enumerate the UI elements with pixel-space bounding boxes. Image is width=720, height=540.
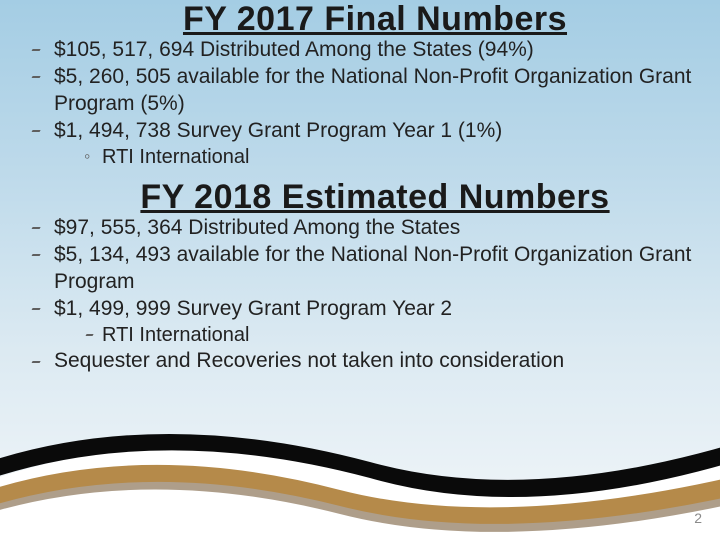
section1-title: FY 2017 Final Numbers [56, 0, 694, 39]
list-item-text: $5, 260, 505 available for the National … [54, 65, 691, 115]
list-item-text: $1, 499, 999 Survey Grant Program Year 2 [54, 297, 452, 320]
sub-list: RTI International [80, 145, 694, 171]
section2-title: FY 2018 Estimated Numbers [56, 178, 694, 217]
list-item-text: Sequester and Recoveries not taken into … [54, 349, 564, 372]
list-item-text: $5, 134, 493 available for the National … [54, 243, 691, 293]
list-item-text: $97, 555, 364 Distributed Among the Stat… [54, 216, 460, 239]
sub-list-item: RTI International [80, 145, 694, 171]
list-item-text: $1, 494, 738 Survey Grant Program Year 1… [54, 119, 502, 142]
list-item: $5, 260, 505 available for the National … [26, 64, 694, 118]
list-item: Sequester and Recoveries not taken into … [26, 348, 694, 375]
page-number: 2 [694, 510, 702, 526]
sub-list-item-text: RTI International [102, 146, 250, 168]
slide-content: FY 2017 Final Numbers $105, 517, 694 Dis… [0, 0, 720, 375]
list-item: $5, 134, 493 available for the National … [26, 242, 694, 296]
section2-list: $97, 555, 364 Distributed Among the Stat… [26, 215, 694, 375]
sub-list-item-text: RTI International [102, 324, 250, 346]
sub-list: RTI International [80, 323, 694, 349]
list-item: $1, 499, 999 Survey Grant Program Year 2… [26, 296, 694, 348]
list-item: $105, 517, 694 Distributed Among the Sta… [26, 37, 694, 64]
list-item-text: $105, 517, 694 Distributed Among the Sta… [54, 38, 534, 61]
list-item: $1, 494, 738 Survey Grant Program Year 1… [26, 118, 694, 170]
list-item: $97, 555, 364 Distributed Among the Stat… [26, 215, 694, 242]
section1-list: $105, 517, 694 Distributed Among the Sta… [26, 37, 694, 170]
sub-list-item: RTI International [80, 323, 694, 349]
